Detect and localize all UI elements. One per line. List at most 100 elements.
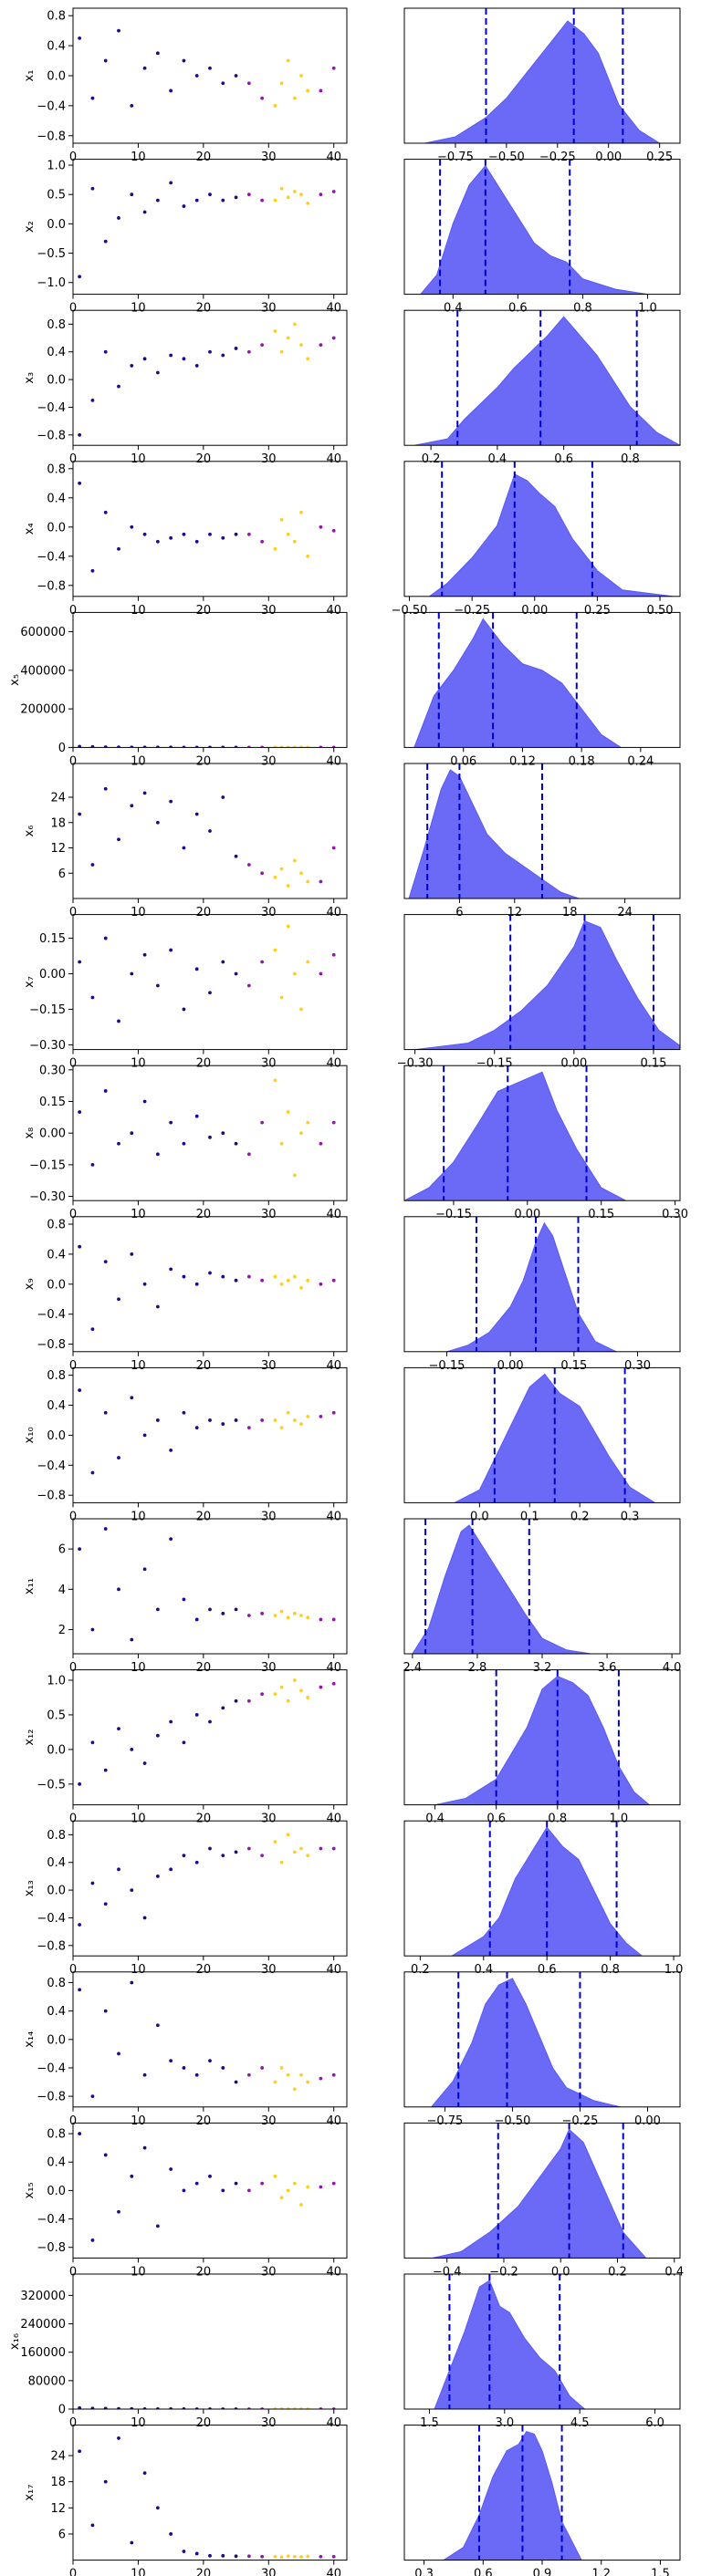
- point: [221, 2188, 225, 2193]
- axes-frame: [72, 2122, 348, 2259]
- point: [103, 239, 108, 244]
- point: [234, 74, 238, 78]
- x-tick-label: 0.2: [422, 452, 441, 466]
- point: [169, 2532, 173, 2536]
- point: [90, 568, 95, 573]
- y-axis-label: x₆: [23, 826, 37, 837]
- point: [292, 1850, 297, 1854]
- point: [117, 2436, 120, 2440]
- axes-frame: [403, 611, 681, 748]
- y-axis-label: x₁₃: [23, 1880, 37, 1896]
- density-area: [428, 473, 673, 597]
- posterior-panel: −0.75 −0.50 −0.25 0.00: [403, 1971, 681, 2128]
- point: [169, 948, 173, 952]
- point: [299, 1614, 303, 1617]
- point: [194, 364, 199, 368]
- axes-frame: [403, 159, 681, 296]
- x-tick-label: 40: [326, 1359, 341, 1373]
- point: [246, 2188, 251, 2193]
- y-axis-label: x₁₁: [23, 1578, 37, 1594]
- trace-panel: 0 10 20 30 40 −0.8 −0.4 0.0 0.4 0.8 x₉: [23, 1216, 348, 1373]
- y-tick-label: 12: [50, 842, 66, 856]
- point: [273, 948, 277, 952]
- point: [260, 539, 265, 544]
- x-tick-label: 30: [261, 1359, 277, 1373]
- x-tick-label: 3.0: [495, 2416, 514, 2430]
- trace-panel: 0 10 20 30 40 −0.30 −0.15 0.00 0.15 0.30 x₈: [23, 1064, 348, 1221]
- point: [103, 1768, 108, 1772]
- plot-area: [78, 1980, 336, 2099]
- point: [299, 1422, 303, 1426]
- point: [142, 1282, 147, 1286]
- x-tick-label: 0.4: [444, 302, 463, 316]
- point: [117, 2051, 120, 2056]
- y-axis-label: x₁₇: [23, 2485, 37, 2501]
- point: [286, 336, 290, 340]
- plot-area: [78, 1833, 336, 1927]
- x-tick-label: 0: [69, 1661, 77, 1675]
- point: [246, 1698, 251, 1703]
- point: [299, 1131, 303, 1136]
- point: [286, 1698, 290, 1703]
- point: [169, 1719, 173, 1724]
- x-tick-label: −0.75: [437, 151, 474, 164]
- plot-area: [404, 1065, 626, 1201]
- point: [292, 1611, 297, 1615]
- axes-frame: [72, 1669, 348, 1806]
- point: [260, 1611, 265, 1615]
- point: [273, 103, 277, 108]
- point: [90, 1740, 95, 1745]
- point: [103, 936, 108, 940]
- y-tick-label: 0.8: [47, 1369, 66, 1383]
- point: [90, 863, 95, 867]
- y-tick-label: −0.4: [37, 99, 66, 113]
- axes-frame: [403, 1366, 681, 1503]
- point: [331, 952, 336, 957]
- point: [331, 2181, 336, 2186]
- point: [142, 1433, 147, 1438]
- point: [306, 554, 310, 558]
- point: [234, 195, 238, 200]
- point: [246, 192, 251, 197]
- point: [117, 28, 120, 33]
- point: [169, 181, 173, 185]
- point: [292, 322, 297, 327]
- point: [142, 2471, 147, 2476]
- x-tick-label: 10: [131, 2265, 146, 2279]
- x-tick-label: 0: [69, 1208, 77, 1221]
- point: [221, 1706, 225, 1710]
- x-tick-label: 18: [562, 906, 578, 919]
- point: [221, 353, 225, 358]
- point: [142, 2072, 147, 2077]
- density-area: [424, 20, 661, 143]
- point: [117, 1867, 120, 1872]
- point: [234, 1850, 238, 1854]
- point: [103, 510, 108, 514]
- point: [319, 343, 323, 348]
- point: [155, 2506, 160, 2510]
- point: [130, 804, 134, 808]
- point: [130, 103, 134, 108]
- y-tick-label: 0.4: [47, 2156, 66, 2170]
- point: [103, 349, 108, 354]
- point: [155, 1607, 160, 1612]
- point: [292, 1173, 297, 1178]
- y-tick-label: 18: [50, 2476, 66, 2489]
- point: [117, 745, 120, 748]
- x-tick-label: −0.15: [429, 1359, 466, 1373]
- plot-area: [420, 159, 648, 295]
- point: [331, 1120, 336, 1125]
- x-tick-label: 0.6: [508, 302, 528, 316]
- x-tick-label: 10: [131, 1208, 146, 1221]
- y-tick-label: 600000: [20, 626, 66, 639]
- point: [142, 1099, 147, 1104]
- x-tick-label: 30: [261, 754, 277, 768]
- point: [117, 546, 120, 551]
- x-tick-label: 0.25: [646, 151, 673, 164]
- y-tick-label: −0.4: [37, 1308, 66, 1322]
- point: [234, 1141, 238, 1146]
- axes-frame: [403, 461, 681, 597]
- point: [142, 1567, 147, 1572]
- point: [299, 1286, 303, 1290]
- point: [260, 871, 265, 876]
